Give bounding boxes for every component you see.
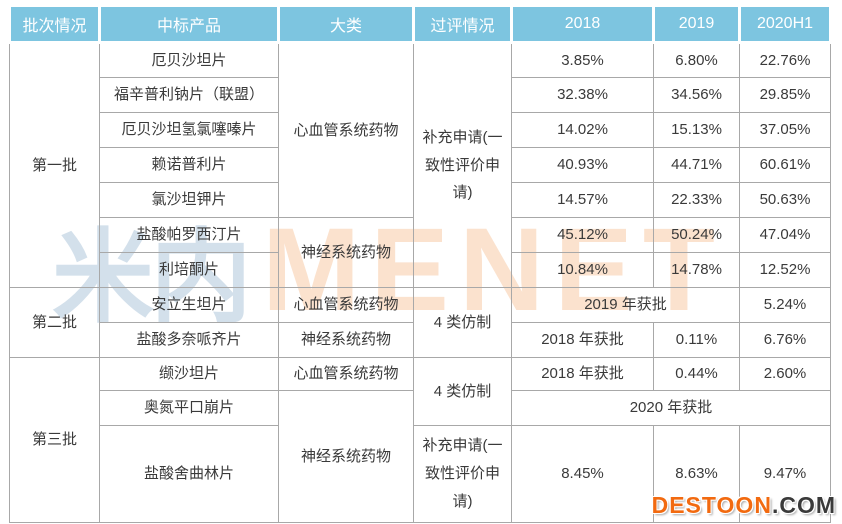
category-cell: 神经系统药物 (278, 390, 414, 523)
table-row: 盐酸多奈哌齐片 神经系统药物 2018 年获批 0.11% 6.76% (10, 322, 831, 358)
table-row: 第二批 安立生坦片 心血管系统药物 4 类仿制 2019 年获批 5.24% (9, 287, 831, 358)
category-cell: 神经系统药物 (278, 217, 414, 288)
col-header-product: 中标产品 (98, 4, 280, 44)
col-header-status: 过评情况 (412, 4, 513, 44)
product-cell: 安立生坦片 (99, 287, 279, 323)
status-cell: 4 类仿制 (413, 287, 512, 358)
table-row: 奥氮平口崩片 神经系统药物 2020 年获批 (10, 390, 831, 523)
value-cell-2020h1: 47.04% (739, 217, 831, 253)
value-cell-2018: 2018 年获批 (511, 322, 654, 358)
value-cell-2018: 14.02% (511, 112, 654, 148)
table-row: 盐酸舍曲林片 补充申请(一致性评价申请) 8.45% 8.63% 9.47% (10, 425, 831, 523)
product-cell: 福辛普利钠片（联盟） (99, 77, 279, 113)
table-row: 厄贝沙坦氢氯噻嗪片 14.02% 15.13% 37.05% (10, 112, 831, 148)
value-cell-2019: 0.44% (653, 357, 740, 391)
value-cell-2018: 10.84% (511, 252, 654, 288)
value-cell-2018: 40.93% (511, 147, 654, 183)
table-row: 赖诺普利片 40.93% 44.71% 60.61% (10, 147, 831, 183)
approval-cell: 2019 年获批 (511, 287, 740, 323)
value-cell-2018: 2018 年获批 (511, 357, 654, 391)
col-header-2019: 2019 (652, 4, 741, 44)
header-row: 批次情况 中标产品 大类 过评情况 2018 2019 2020H1 (8, 4, 832, 44)
value-cell-2019: 34.56% (653, 77, 740, 113)
value-cell-2020h1: 22.76% (739, 42, 831, 78)
value-cell-2019: 44.71% (653, 147, 740, 183)
category-cell: 神经系统药物 (278, 322, 414, 358)
value-cell-2020h1: 9.47% (739, 425, 831, 523)
product-cell: 缬沙坦片 (99, 357, 279, 391)
table-row: 第三批 缬沙坦片 心血管系统药物 4 类仿制 2018 年获批 0.44% 2.… (9, 357, 831, 523)
col-header-batch: 批次情况 (8, 4, 101, 44)
value-cell-2019: 14.78% (653, 252, 740, 288)
product-cell: 利培酮片 (99, 252, 279, 288)
table-row: 利培酮片 10.84% 14.78% 12.52% (10, 252, 831, 288)
batch-cell: 第一批 (9, 42, 100, 288)
value-cell-2018: 8.45% (511, 425, 654, 523)
product-cell: 氯沙坦钾片 (99, 182, 279, 218)
category-cell: 心血管系统药物 (278, 287, 414, 323)
product-cell: 奥氮平口崩片 (99, 390, 279, 426)
destoon-suffix-text: .COM (771, 492, 836, 518)
table-row: 第一批 厄贝沙坦片 心血管系统药物 补充申请(一致性评价申请) 3.85% 6.… (9, 42, 831, 288)
col-header-2018: 2018 (510, 4, 655, 44)
value-cell-2020h1: 50.63% (739, 182, 831, 218)
value-cell-2018: 45.12% (511, 217, 654, 253)
value-cell-2018: 32.38% (511, 77, 654, 113)
status-cell: 补充申请(一致性评价申请) (413, 425, 512, 523)
value-cell-2020h1: 29.85% (739, 77, 831, 113)
batch-cell: 第二批 (9, 287, 100, 358)
value-cell-2018: 14.57% (511, 182, 654, 218)
approval-cell: 2020 年获批 (511, 390, 831, 426)
product-cell: 赖诺普利片 (99, 147, 279, 183)
batch-cell: 第三批 (9, 357, 100, 523)
table-row: 盐酸帕罗西汀片 神经系统药物 45.12% 50.24% 47.04% (10, 217, 831, 288)
status-cell: 补充申请(一致性评价申请) (413, 42, 512, 288)
col-header-category: 大类 (277, 4, 415, 44)
status-cell: 4 类仿制 (413, 357, 512, 426)
value-cell-2020h1: 37.05% (739, 112, 831, 148)
product-cell: 盐酸帕罗西汀片 (99, 217, 279, 253)
col-header-2020h1: 2020H1 (738, 4, 832, 44)
destoon-site-watermark: DESTOON.COM (652, 492, 836, 519)
product-cell: 盐酸多奈哌齐片 (99, 322, 279, 358)
product-cell: 盐酸舍曲林片 (99, 425, 279, 523)
value-cell-2019: 15.13% (653, 112, 740, 148)
value-cell-2019: 50.24% (653, 217, 740, 253)
product-cell: 厄贝沙坦氢氯噻嗪片 (99, 112, 279, 148)
table-row: 氯沙坦钾片 14.57% 22.33% 50.63% (10, 182, 831, 218)
value-cell-2020h1: 60.61% (739, 147, 831, 183)
product-cell: 厄贝沙坦片 (99, 42, 279, 78)
drug-evaluation-table: 批次情况 中标产品 大类 过评情况 2018 2019 2020H1 第一批 厄… (8, 4, 832, 523)
destoon-brand-text: DESTOON (651, 492, 772, 518)
category-cell: 心血管系统药物 (278, 42, 414, 218)
value-cell-2019: 0.11% (653, 322, 740, 358)
value-cell-2019: 6.80% (653, 42, 740, 78)
value-cell-2020h1: 6.76% (739, 322, 831, 358)
category-cell: 心血管系统药物 (278, 357, 414, 391)
table-row: 福辛普利钠片（联盟） 32.38% 34.56% 29.85% (10, 77, 831, 113)
value-cell-2020h1: 12.52% (739, 252, 831, 288)
value-cell-2018: 3.85% (511, 42, 654, 78)
value-cell-2020h1: 5.24% (739, 287, 831, 323)
value-cell-2020h1: 2.60% (739, 357, 831, 391)
value-cell-2019: 22.33% (653, 182, 740, 218)
